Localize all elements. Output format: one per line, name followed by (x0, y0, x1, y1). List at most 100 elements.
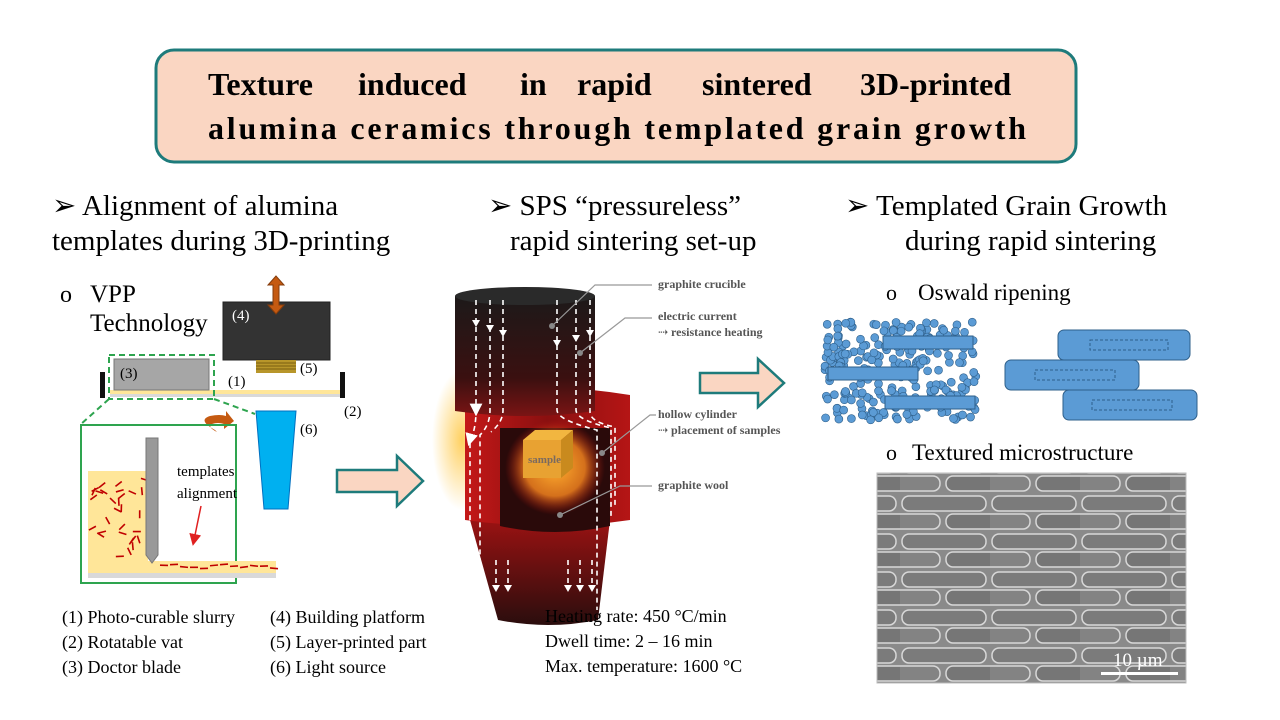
particle (870, 333, 880, 342)
left-heading-1: ➢ Alignment of alumina (52, 190, 338, 222)
svg-text:graphite crucible: graphite crucible (658, 277, 746, 291)
particle (891, 318, 901, 327)
middle-heading-1: ➢ SPS “pressureless” (488, 190, 741, 222)
aligned-template (219, 563, 229, 566)
component-legend: (1) Photo-curable slurry (2) Rotatable v… (62, 607, 427, 678)
particle (879, 408, 888, 417)
up-down-arrow-icon (266, 275, 286, 315)
template-platelet (118, 531, 127, 536)
template-platelet (140, 487, 144, 496)
template-platelet (136, 535, 141, 544)
template-platelet (105, 516, 111, 525)
particle (841, 387, 850, 396)
particle (966, 412, 975, 422)
particle (833, 331, 842, 341)
svg-text:(3): (3) (120, 366, 138, 382)
template-platelet (130, 535, 137, 543)
oswald-ripening-label: Oswald ripening (918, 280, 1071, 305)
svg-text:Max. temperature: 1600 °C: Max. temperature: 1600 °C (545, 656, 742, 676)
bullet: o (886, 440, 897, 465)
svg-text:(4) Building platform: (4) Building platform (270, 607, 425, 628)
aligned-template (179, 565, 189, 569)
particle (839, 405, 848, 415)
svg-text:templates: templates (177, 464, 235, 480)
svg-text:graphite wool: graphite wool (658, 478, 729, 492)
title-box: Texture induced in rapid sintered 3D-pri… (154, 48, 1078, 164)
particle (934, 365, 943, 375)
bullet: o (60, 282, 72, 308)
sem-micrograph: 10 µm (876, 472, 1187, 684)
svg-text:⇢ resistance heating: ⇢ resistance heating (658, 325, 763, 339)
template-platelet (98, 530, 107, 534)
svg-text:sample: sample (528, 454, 561, 466)
vat-wall-right (340, 372, 345, 398)
svg-text:⇢ placement of samples: ⇢ placement of samples (658, 423, 781, 437)
right-heading-1: ➢ Templated Grain Growth (845, 190, 1168, 222)
sps-parameters: Heating rate: 450 °C/min Dwell time: 2 –… (545, 606, 742, 676)
svg-text:(1) Photo-curable slurry: (1) Photo-curable slurry (62, 607, 235, 628)
particle (834, 414, 844, 424)
particle (958, 410, 967, 420)
technology-label: Technology (90, 310, 208, 337)
particle (833, 324, 843, 334)
svg-text:Heating rate: 450 °C/min: Heating rate: 450 °C/min (545, 606, 727, 626)
sps-setup: sample graphite crucible electric curren… (432, 277, 781, 625)
current-paths (465, 300, 616, 615)
particle (967, 317, 977, 327)
particle (969, 368, 979, 377)
template-platelet (118, 523, 126, 531)
template-platelet (99, 489, 108, 495)
svg-text:alignment: alignment (177, 486, 238, 502)
vpp-schematic: (4) (5) (3) (1) (2) (6) templates alignm… (79, 275, 362, 584)
svg-text:electric current: electric current (658, 309, 737, 323)
sample-cube: sample (523, 430, 573, 478)
svg-text:hollow cylinder: hollow cylinder (658, 407, 738, 421)
particle (946, 377, 956, 387)
left-heading-2: templates during 3D-printing (52, 225, 390, 257)
template-platelet (89, 494, 98, 501)
particle (949, 414, 958, 423)
particle (887, 386, 896, 395)
svg-text:(5) Layer-printed part: (5) Layer-printed part (270, 632, 427, 653)
particle (902, 410, 912, 419)
particle (933, 349, 942, 358)
template-platelet (131, 542, 134, 551)
textured-microstructure-label: Textured microstructure (912, 440, 1133, 465)
particle (944, 351, 953, 360)
particle (854, 356, 863, 365)
zoom-inset (80, 424, 237, 584)
middle-heading-2: rapid sintering set-up (510, 225, 756, 257)
particle (856, 399, 865, 408)
svg-text:(2) Rotatable vat: (2) Rotatable vat (62, 632, 183, 653)
particle (829, 342, 839, 352)
template-platelet (88, 525, 97, 531)
particle (922, 318, 931, 328)
particle (830, 390, 839, 399)
particle (869, 397, 878, 407)
particle (874, 379, 883, 389)
particle (868, 408, 878, 417)
particle (939, 325, 949, 335)
particle (904, 322, 914, 332)
template-platelet (114, 480, 123, 488)
particle (888, 354, 898, 364)
svg-text:(3) Doctor blade: (3) Doctor blade (62, 657, 181, 678)
ripening-before (820, 317, 981, 425)
svg-text:Dwell time: 2 – 16 min: Dwell time: 2 – 16 min (545, 631, 712, 651)
ripening-after (1004, 329, 1198, 421)
particle (930, 385, 939, 395)
particle (841, 318, 851, 328)
particle (857, 388, 867, 398)
template-platelet (98, 481, 106, 489)
template-platelet (128, 490, 137, 495)
title-line-1: Texture induced in rapid sintered 3D-pri… (208, 66, 1011, 102)
particle (951, 326, 960, 336)
scale-bar (1101, 672, 1178, 675)
particle (822, 319, 832, 329)
particle (869, 348, 879, 358)
particle (823, 394, 832, 404)
svg-text:(6): (6) (300, 422, 318, 438)
svg-text:(6) Light source: (6) Light source (270, 657, 386, 678)
template-platelet (91, 486, 100, 493)
